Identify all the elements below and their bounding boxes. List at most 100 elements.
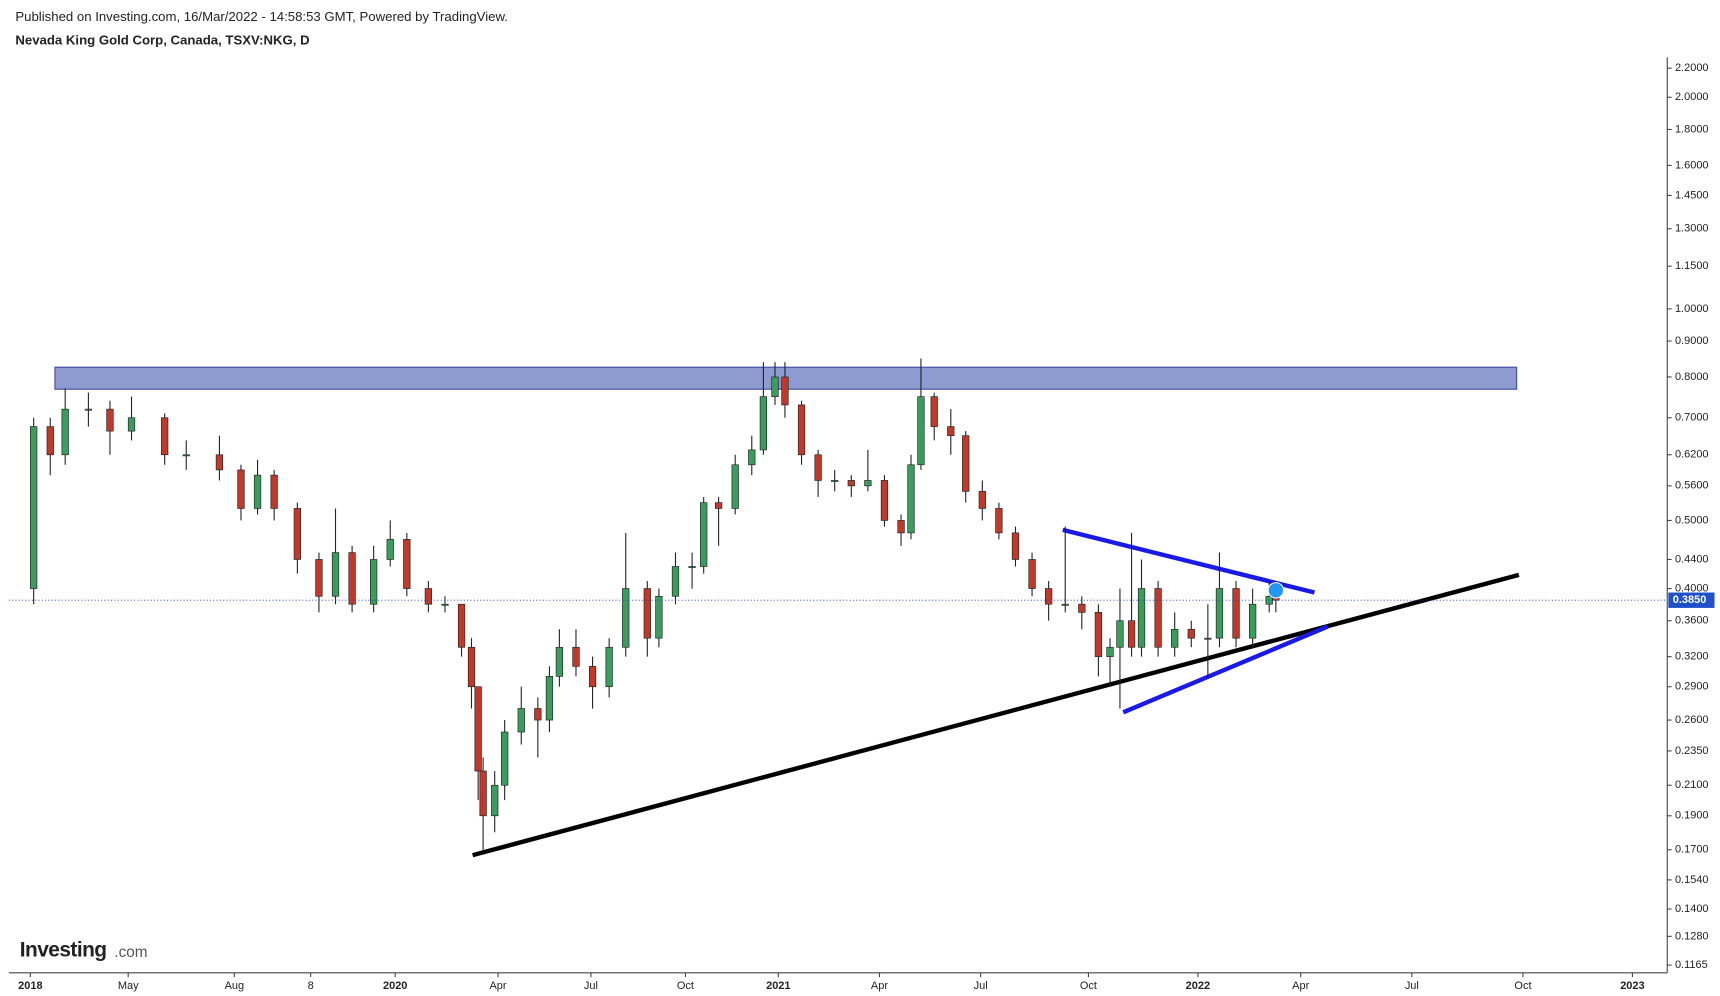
candle-body	[995, 508, 1003, 534]
y-tick-label: 0.5600	[1675, 480, 1709, 492]
y-tick-label: 0.1900	[1675, 810, 1709, 822]
candle-body	[814, 454, 822, 481]
x-tick-label: Oct	[1514, 980, 1531, 992]
y-tick-label: 1.4500	[1675, 189, 1709, 201]
candle-body	[424, 588, 433, 605]
alert-marker	[1267, 582, 1285, 599]
candle-body	[84, 408, 93, 411]
y-tick-label: 0.7000	[1675, 412, 1709, 424]
candle-body	[253, 474, 262, 509]
candle-body	[1011, 532, 1020, 560]
candle-body	[1078, 603, 1086, 613]
candle-body	[748, 449, 756, 466]
candle-body	[127, 417, 136, 432]
y-tick-label: 0.4000	[1675, 582, 1709, 594]
candle-body	[1127, 620, 1136, 648]
y-tick-label: 2.0000	[1675, 91, 1709, 103]
candle-body	[1094, 612, 1103, 657]
candle-body	[622, 588, 630, 648]
y-tick-label: 0.2600	[1675, 714, 1709, 726]
x-tick-label: 2018	[18, 980, 42, 992]
candle-body	[797, 404, 806, 456]
candle-body	[907, 464, 915, 534]
candle-body	[572, 646, 580, 667]
y-tick-label: 0.6200	[1675, 449, 1709, 461]
last-price-box	[1668, 592, 1715, 608]
candle-body	[1116, 620, 1124, 648]
candle-body	[714, 502, 723, 509]
chart-title: Nevada King Gold Corp, Canada, TSXV:NKG,…	[15, 32, 309, 47]
logo-suffix: .com	[114, 944, 147, 961]
candle-body	[781, 376, 789, 406]
candle-body	[759, 396, 768, 451]
candle-body	[671, 566, 680, 597]
candle-body	[771, 376, 779, 398]
candle-body	[182, 454, 190, 457]
last-price-label: 0.3850	[1673, 594, 1707, 606]
candle-body	[467, 646, 476, 688]
candle-body	[930, 396, 938, 427]
candle-body	[917, 396, 925, 466]
candle-body	[643, 588, 651, 639]
y-tick-label: 0.5000	[1675, 514, 1709, 526]
candle-body	[237, 469, 245, 509]
candle-body	[270, 474, 278, 509]
candle-body	[348, 552, 356, 605]
x-tick-label: 2022	[1186, 980, 1210, 992]
candle-body	[831, 480, 839, 482]
candle-body	[370, 559, 378, 605]
candle-body	[1232, 588, 1240, 639]
candle-body	[1106, 646, 1114, 657]
x-tick-label: May	[118, 980, 139, 992]
x-tick-label: Jul	[584, 980, 598, 992]
y-tick-label: 0.2100	[1675, 779, 1709, 791]
y-tick-label: 0.1540	[1675, 874, 1709, 886]
candle-body	[161, 417, 169, 456]
y-tick-label: 0.1700	[1675, 844, 1709, 856]
y-tick-label: 0.9000	[1675, 335, 1709, 347]
candle-body	[534, 708, 542, 721]
candle-body	[293, 508, 301, 560]
x-tick-label: 2021	[766, 980, 790, 992]
x-tick-label: Jul	[974, 980, 988, 992]
candle-body	[1187, 628, 1195, 639]
published-note: Published on Investing.com, 16/Mar/2022 …	[15, 9, 508, 24]
candle-body	[978, 491, 986, 509]
candle-body	[1137, 588, 1146, 648]
y-tick-label: 1.0000	[1675, 303, 1709, 315]
candle-body	[403, 538, 411, 589]
candle-body	[605, 646, 613, 688]
x-tick-label: 2023	[1620, 980, 1644, 992]
candle-body	[106, 408, 114, 432]
x-tick-label: Oct	[677, 980, 694, 992]
x-tick-label: Aug	[225, 980, 245, 992]
x-tick-label: Apr	[489, 980, 506, 992]
candle-body	[947, 426, 955, 437]
candle-body	[457, 603, 466, 648]
y-tick-label: 1.1500	[1675, 260, 1709, 272]
support-trendline	[472, 572, 1520, 858]
x-tick-label: Oct	[1080, 980, 1097, 992]
x-tick-label: Jul	[1405, 980, 1419, 992]
candle-body	[1045, 588, 1053, 605]
candle-body	[545, 676, 554, 721]
candle-body	[1154, 588, 1162, 648]
candle-body	[479, 770, 487, 817]
candle-body	[588, 666, 597, 688]
y-tick-label: 0.2900	[1675, 681, 1709, 693]
candle-body	[555, 646, 564, 677]
candle-body	[880, 480, 889, 521]
candle-body	[1249, 603, 1257, 639]
x-tick-label: Apr	[871, 980, 888, 992]
candle-body	[864, 480, 872, 487]
x-tick-label: Apr	[1292, 980, 1309, 992]
candle-body	[517, 708, 525, 733]
logo-main: Investing	[20, 938, 107, 961]
candle-body	[1028, 559, 1036, 589]
y-tick-label: 0.1280	[1675, 930, 1709, 942]
y-tick-label: 0.3600	[1675, 615, 1709, 627]
candle-body	[688, 566, 696, 568]
candle-body	[655, 595, 663, 639]
candle-body	[1061, 603, 1069, 606]
